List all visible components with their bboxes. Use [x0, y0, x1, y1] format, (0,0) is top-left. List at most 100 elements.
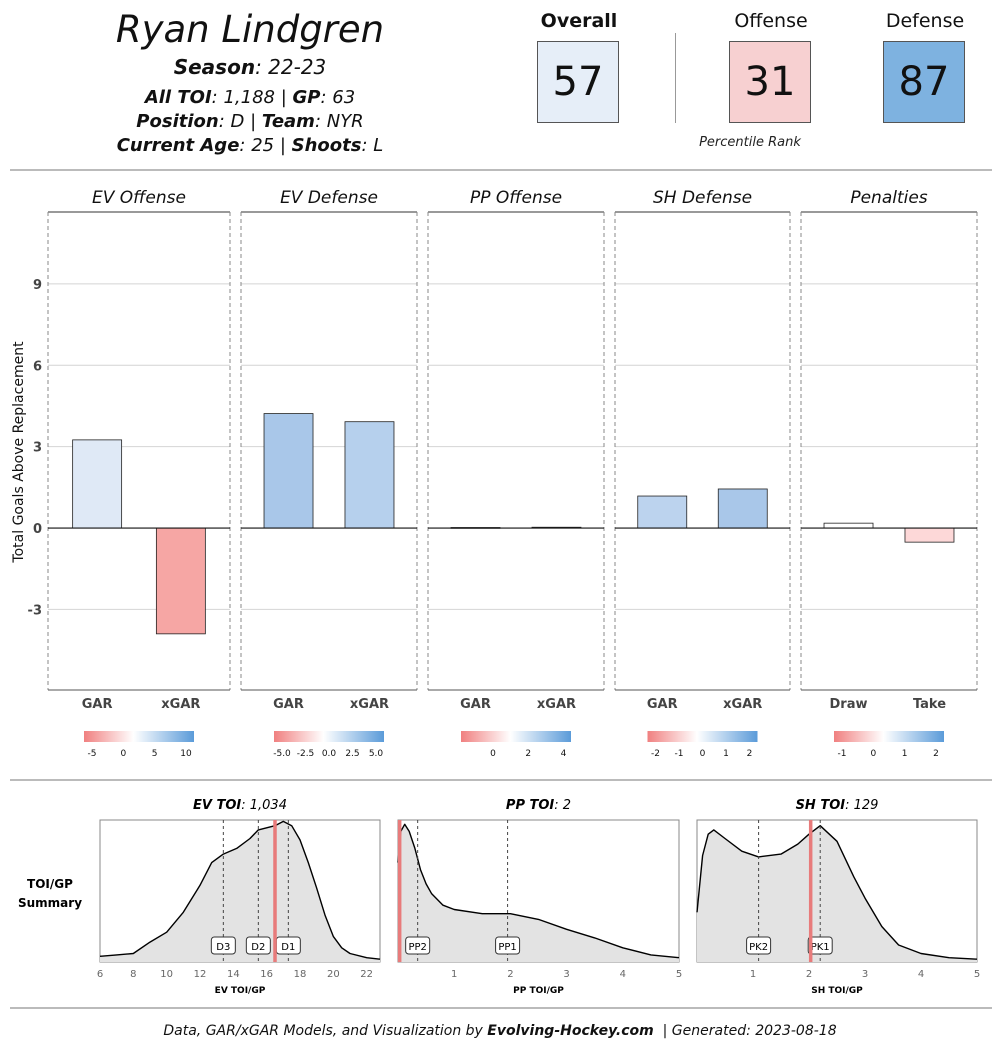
- team-label: Team: [261, 111, 315, 132]
- x-tick-label: 8: [130, 969, 136, 980]
- x-tick-label: 5: [974, 969, 980, 980]
- player-name: Ryan Lindgren: [115, 8, 385, 51]
- density-title: PP TOI: 2: [506, 798, 571, 813]
- x-tick-label: 3: [563, 969, 569, 980]
- season-label: Season: [173, 55, 256, 79]
- density-title-value: : 2: [554, 798, 571, 813]
- footer-generated: | Generated: 2023-08-18: [653, 1023, 837, 1039]
- x-axis-label: EV TOI/GP: [215, 986, 266, 996]
- x-tick-label: 5: [676, 969, 682, 980]
- footer-credit: Data, GAR/xGAR Models, and Visualization…: [163, 1023, 488, 1039]
- overall-label: Overall: [540, 10, 618, 32]
- role-marker-box: [405, 936, 431, 955]
- y-tick-label: 3: [33, 441, 42, 456]
- row-label: Summary: [18, 896, 82, 910]
- density-title-value: : 129: [845, 798, 878, 813]
- colorbar: [834, 731, 944, 742]
- x-tick-label: 6: [97, 969, 103, 980]
- bar-xgar: [155, 527, 206, 635]
- x-tick-label: 4: [918, 969, 924, 980]
- position-value: : D |: [218, 111, 262, 132]
- bar-gar: [72, 439, 123, 529]
- shoots-label: Shoots: [291, 135, 362, 156]
- colorbar-tick: -5.0: [273, 749, 291, 759]
- colorbar: [647, 731, 758, 742]
- colorbar-tick: 0: [700, 749, 706, 759]
- colorbar-tick: 0: [120, 749, 126, 759]
- age-value: : 25 |: [239, 135, 292, 156]
- row-label: TOI/GP: [27, 877, 73, 891]
- colorbar-tick: 2: [525, 749, 531, 759]
- x-tick-label: 20: [327, 969, 340, 980]
- x-category-label: Take: [913, 697, 946, 712]
- x-tick-label: 1: [451, 969, 457, 980]
- x-tick-label: 12: [194, 969, 207, 980]
- footer-brand: Evolving-Hockey.com: [487, 1023, 654, 1039]
- y-tick-label: -3: [28, 603, 42, 618]
- y-tick-label: 0: [33, 522, 42, 537]
- all-toi-label: All TOI: [144, 87, 212, 108]
- colorbar: [461, 731, 571, 742]
- colorbar-tick: 10: [180, 749, 192, 759]
- position-team-line: Position: D | Team: NYR: [0, 111, 500, 132]
- density-title: EV TOI: 1,034: [193, 798, 287, 813]
- bar-xgar: [344, 421, 395, 529]
- colorbar-tick: 2: [747, 749, 753, 759]
- x-tick-label: 2: [806, 969, 812, 980]
- season-line: Season: 22-23: [0, 55, 500, 79]
- position-label: Position: [136, 111, 219, 132]
- x-tick-label: 2: [507, 969, 513, 980]
- density-area: [697, 825, 977, 962]
- overall-percentile-box: 57: [537, 41, 619, 123]
- offense-percentile-box: 31: [729, 41, 811, 123]
- panel-title: EV Offense: [92, 188, 186, 208]
- role-marker-box: [746, 936, 772, 955]
- gp-label: GP: [292, 87, 321, 108]
- colorbar-tick: 2.5: [345, 749, 359, 759]
- panel-title: SH Defense: [653, 188, 752, 208]
- y-tick-label: 6: [33, 359, 42, 374]
- colorbar-tick: -2: [651, 749, 660, 759]
- bar-xgar: [717, 488, 768, 529]
- toi-gp-line: All TOI: 1,188 | GP: 63: [0, 87, 500, 108]
- defense-percentile-box: 87: [883, 41, 965, 123]
- x-tick-label: 18: [294, 969, 307, 980]
- x-tick-label: 3: [862, 969, 868, 980]
- footer: Data, GAR/xGAR Models, and Visualization…: [0, 1023, 1000, 1039]
- percentile-divider: [675, 33, 676, 123]
- age-label: Current Age: [116, 135, 240, 156]
- colorbar-tick: -1: [838, 749, 847, 759]
- colorbar: [274, 731, 384, 742]
- x-category-label: GAR: [647, 697, 678, 712]
- colorbar-tick: 0: [870, 749, 876, 759]
- density-title-value: : 1,034: [241, 798, 287, 813]
- y-axis-label: Total Goals Above Replacement: [11, 341, 27, 564]
- shoots-value: : L: [361, 135, 384, 156]
- x-category-label: GAR: [82, 697, 113, 712]
- bar-take: [904, 527, 955, 543]
- x-category-label: xGAR: [537, 697, 576, 712]
- panel-title: PP Offense: [470, 188, 562, 208]
- density-area: [100, 821, 380, 962]
- panel-title: Penalties: [850, 188, 927, 208]
- colorbar-tick: 5: [152, 749, 158, 759]
- x-category-label: xGAR: [350, 697, 389, 712]
- role-marker-box: [807, 936, 833, 955]
- colorbar-tick: 1: [902, 749, 908, 759]
- role-marker-box: [245, 936, 271, 955]
- x-tick-label: 22: [360, 969, 373, 980]
- colorbar-tick: -1: [675, 749, 684, 759]
- gp-value: : 63: [320, 87, 356, 108]
- x-axis-label: SH TOI/GP: [811, 986, 863, 996]
- role-marker-box: [210, 936, 236, 955]
- percentile-caption: Percentile Rank: [699, 135, 801, 150]
- density-area: [398, 824, 679, 962]
- role-marker-label: PK1: [811, 942, 830, 953]
- role-marker-label: PP2: [408, 942, 426, 953]
- role-marker-label: D1: [281, 942, 295, 953]
- x-category-label: xGAR: [161, 697, 200, 712]
- density-curve: [99, 820, 381, 960]
- age-shoots-line: Current Age: 25 | Shoots: L: [0, 135, 500, 156]
- x-category-label: xGAR: [723, 697, 762, 712]
